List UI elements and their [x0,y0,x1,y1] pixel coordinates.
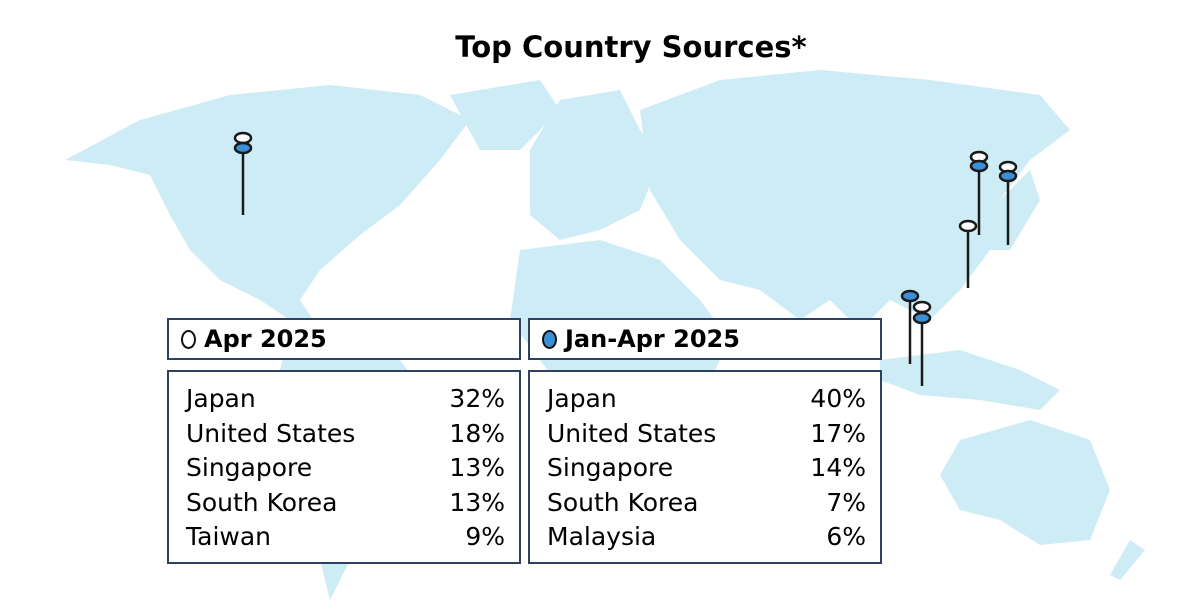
country: South Korea [547,487,699,517]
panel-header-apr: Apr 2025 [167,318,521,360]
australia [940,420,1110,545]
greenland [450,80,560,150]
country: United States [547,418,717,448]
pin-united-states [233,131,253,215]
north-america [65,85,470,330]
share: 40% [810,384,866,413]
panel-header-ytd: Jan-Apr 2025 [528,318,882,360]
share: 14% [810,453,866,482]
share: 32% [449,384,505,413]
country: Singapore [547,453,674,482]
japan [990,170,1040,250]
country: Taiwan [186,522,272,551]
country: Singapore [186,453,313,482]
list-item: Malaysia 6% [547,520,866,555]
share: 7% [826,487,866,517]
country: United States [186,418,356,448]
europe [530,90,660,240]
hollow-circle-icon [181,329,196,349]
new-zealand [1110,540,1145,580]
blue-circle-icon [542,329,557,349]
list-item: South Korea 13% [186,486,505,521]
list-item: United States 17% [547,417,866,452]
country: Malaysia [547,522,657,551]
list-item: Taiwan 9% [186,520,505,555]
country: Japan [186,384,256,413]
panel-apr-list: Japan 32% United States 18% Singapore 13% S… [167,370,521,564]
list-item: Singapore 13% [186,451,505,486]
pin-malaysia [900,289,920,364]
list-item: Japan 32% [186,382,505,417]
indonesia [880,350,1060,410]
list-item: Japan 40% [547,382,866,417]
pin-south-korea [969,150,989,235]
continents [65,70,1145,600]
pin-japan [998,160,1018,245]
share: 6% [826,522,866,551]
pin-taiwan [958,219,978,288]
panel-label: Jan-Apr 2025 [565,325,740,353]
share: 17% [810,418,866,448]
country: Japan [547,384,617,413]
pins [233,131,1018,386]
panel-ytd-list: Japan 40% United States 17% Singapore 14% S… [528,370,882,564]
share: 9% [465,522,505,551]
list-item: Singapore 14% [547,451,866,486]
page-title: Top Country Sources* [455,30,807,64]
country: South Korea [186,487,338,517]
share: 18% [449,418,505,448]
asia [640,70,1070,330]
list-item: United States 18% [186,417,505,452]
list-item: South Korea 7% [547,486,866,521]
share: 13% [449,487,505,517]
panel-label: Apr 2025 [204,325,327,353]
share: 13% [449,453,505,482]
pin-singapore [912,300,932,386]
